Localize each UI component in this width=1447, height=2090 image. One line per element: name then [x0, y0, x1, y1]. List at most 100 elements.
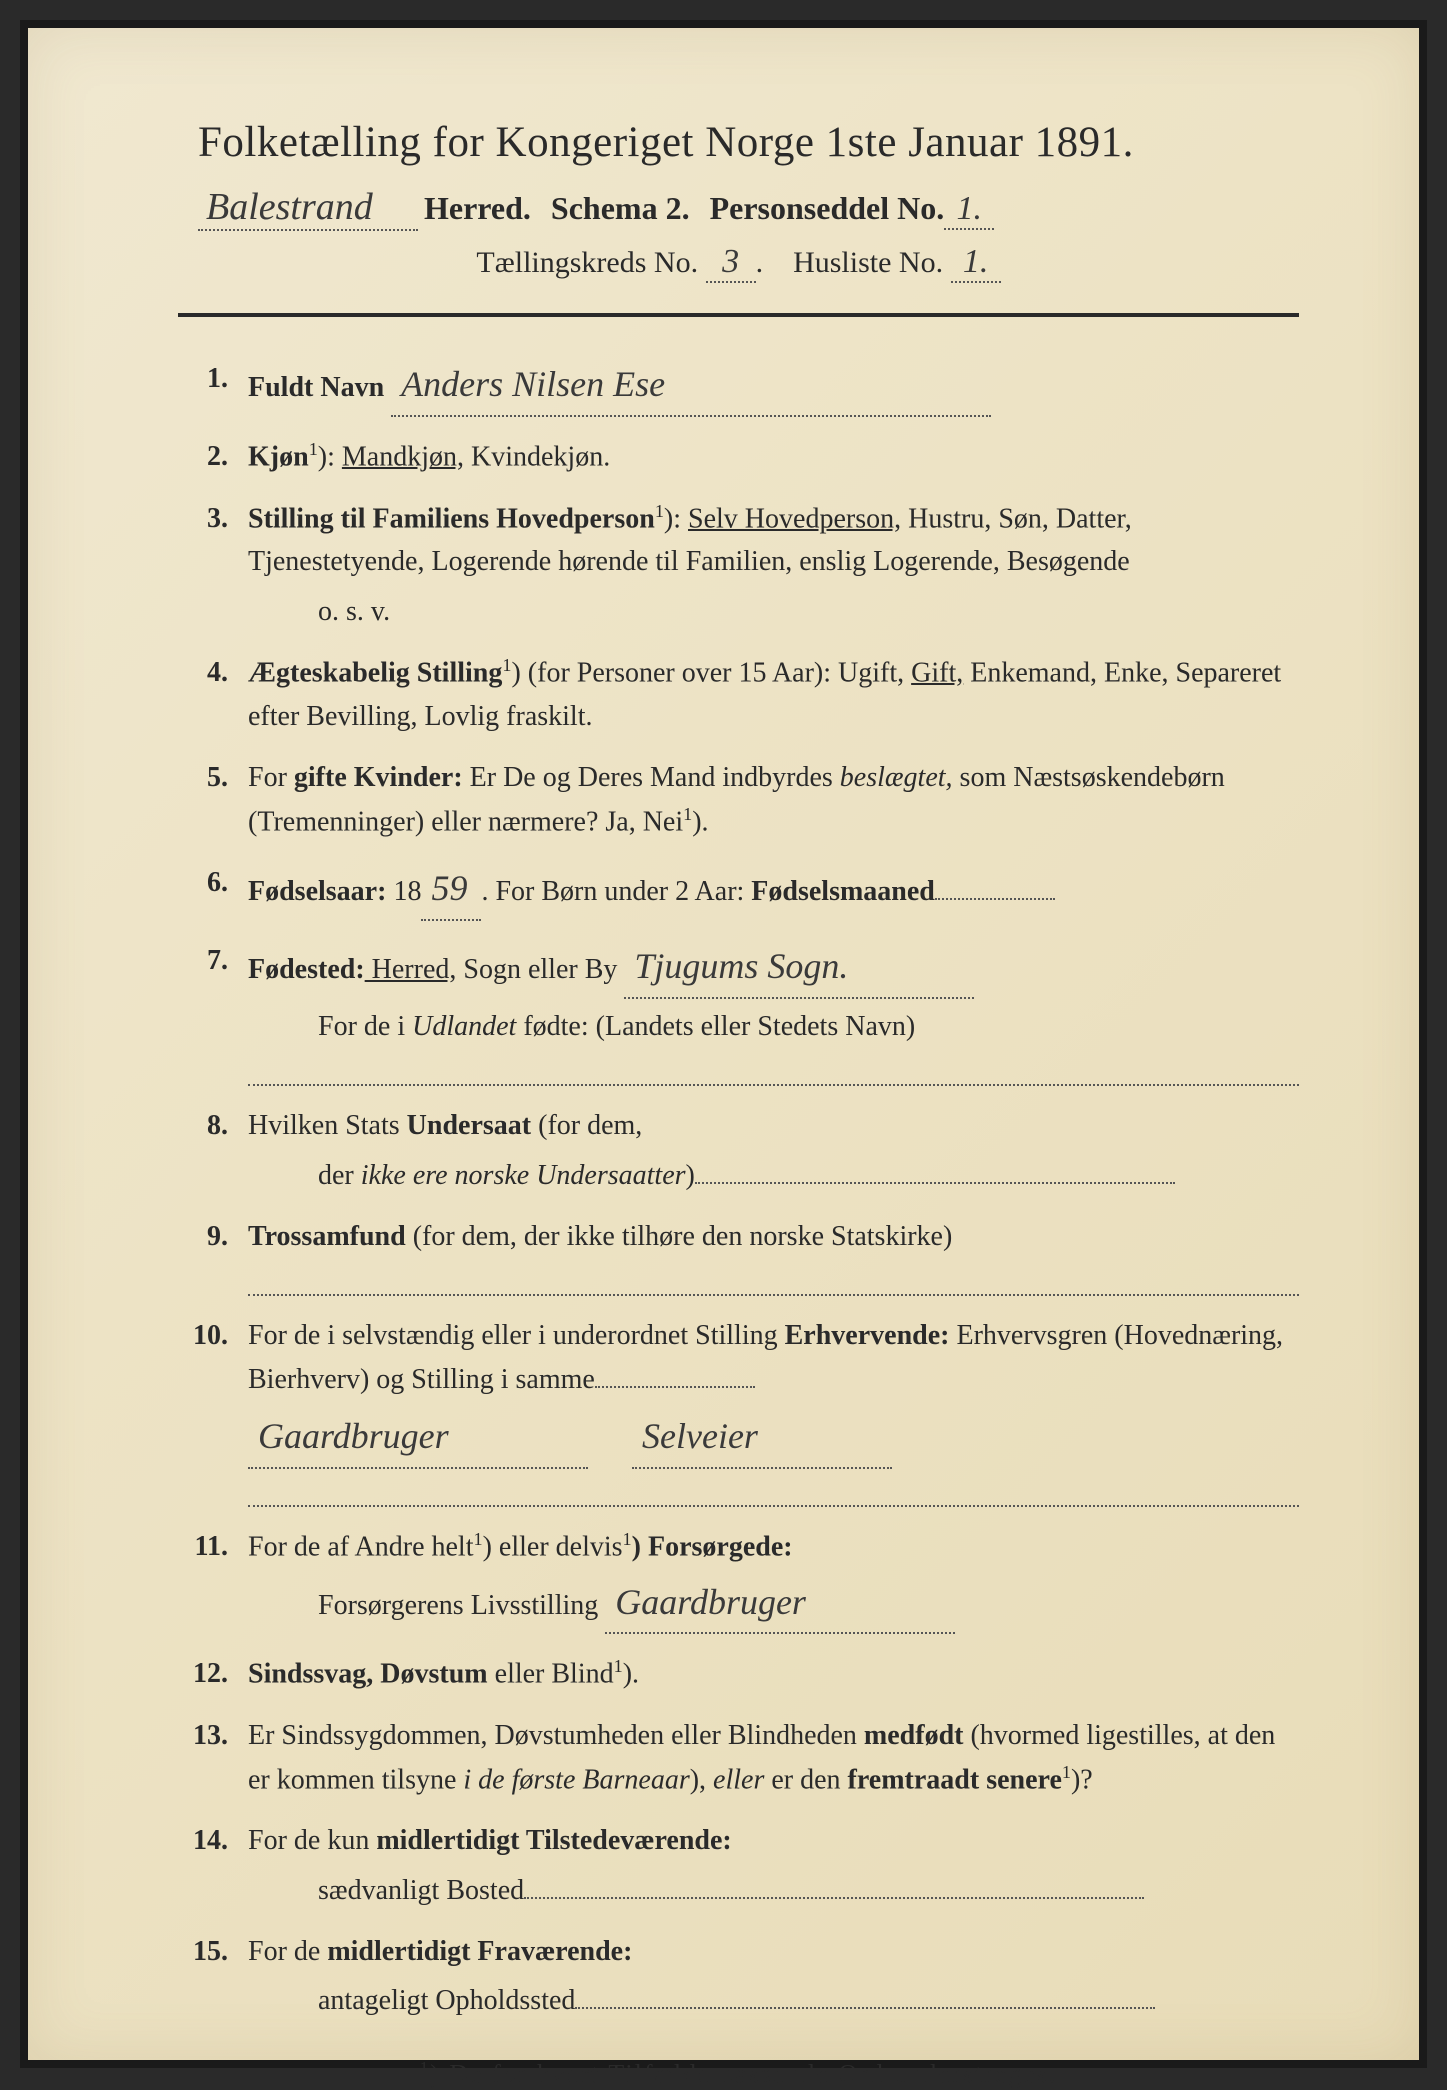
text: ):	[664, 503, 688, 534]
dotted-blank	[524, 1897, 1144, 1899]
item-number: 6.	[178, 861, 248, 921]
divider	[178, 313, 1299, 317]
sup: 1	[474, 1529, 483, 1549]
item-6: 6. Fødselsaar: 1859. For Børn under 2 Aa…	[178, 861, 1299, 921]
item-3: 3. Stilling til Familiens Hovedperson1):…	[178, 497, 1299, 634]
text: antageligt Opholdssted	[318, 1985, 575, 2016]
italic-text: beslægtet,	[840, 762, 953, 793]
label-undersaat: Undersaat	[407, 1110, 531, 1141]
item-number: 5.	[178, 756, 248, 843]
year-value: 59	[421, 861, 481, 921]
item-11: 11. For de af Andre helt1) eller delvis1…	[178, 1525, 1299, 1635]
label-gifte-kvinder: gifte Kvinder:	[294, 762, 463, 793]
text: ) eller delvis	[483, 1531, 623, 1562]
item-4: 4. Ægteskabelig Stilling1) (for Personer…	[178, 651, 1299, 738]
label-fravaerende: midlertidigt Fraværende:	[327, 1936, 632, 1967]
header-line-2: Balestrand Herred. Schema 2. Personsedde…	[178, 185, 1299, 231]
item-number: 4.	[178, 651, 248, 738]
item-number: 2.	[178, 435, 248, 479]
text: ).	[692, 806, 708, 837]
item-number: 11.	[178, 1525, 248, 1635]
dotted-blank	[248, 1479, 1299, 1507]
text: )	[686, 1160, 695, 1191]
item-number: 13.	[178, 1714, 248, 1801]
text: For	[248, 762, 294, 793]
italic-text: eller	[713, 1764, 764, 1795]
dotted-blank	[575, 2007, 1155, 2009]
sup: 1	[683, 804, 692, 824]
text: ):	[318, 441, 342, 472]
form-title: Folketælling for Kongeriget Norge 1ste J…	[178, 118, 1299, 167]
personseddel-label: Personseddel No.	[710, 190, 945, 227]
herred-underlined: Herred,	[365, 954, 457, 985]
personseddel-no: 1.	[944, 190, 994, 230]
italic-text: ikke ere norske Undersaatter	[361, 1160, 686, 1191]
text: Kvindekjøn.	[464, 441, 610, 472]
text: (for dem, der ikke tilhøre den norske St…	[406, 1221, 953, 1252]
item-12: 12. Sindssvag, Døvstum eller Blind1).	[178, 1652, 1299, 1696]
label-fodselsaar: Fødselsaar:	[248, 876, 386, 907]
label-erhvervende: Erhvervende:	[785, 1320, 950, 1351]
text: (for dem,	[531, 1110, 642, 1141]
erhverv-value-1: Gaardbruger	[248, 1409, 588, 1469]
text: For de i	[318, 1011, 412, 1042]
text: Sogn eller By	[456, 954, 617, 985]
text: For de	[248, 1936, 327, 1967]
text: ) (for Personer over 15 Aar): Ugift,	[511, 657, 911, 688]
label-trossamfund: Trossamfund	[248, 1221, 406, 1252]
mandkjon-underlined: Mandkjøn,	[342, 441, 464, 472]
italic-text: Udlandet	[412, 1011, 516, 1042]
label-aegteskab: Ægteskabelig Stilling	[248, 657, 502, 688]
osv: o. s. v.	[248, 590, 1299, 633]
label-kjon: Kjøn	[248, 441, 309, 472]
sup: 1	[655, 501, 664, 521]
text: ),	[690, 1764, 713, 1795]
text: eller Blind	[488, 1659, 614, 1690]
husliste-no: 1.	[951, 243, 1001, 283]
taellingskreds-no: 3	[706, 243, 756, 283]
footnote-text: ) De for hvert Tilfælde passende Ord und…	[430, 2060, 1057, 2089]
item-7: 7. Fødested: Herred, Sogn eller By Tjugu…	[178, 939, 1299, 1086]
item-number: 12.	[178, 1652, 248, 1696]
item-15: 15. For de midlertidigt Fraværende: anta…	[178, 1930, 1299, 2023]
italic-text: i de første Barneaar	[463, 1764, 689, 1795]
item-number: 14.	[178, 1819, 248, 1912]
text: For de kun	[248, 1825, 376, 1856]
text: Er De og Deres Mand indbyrdes	[463, 762, 840, 793]
label-fuldt-navn: Fuldt Navn	[248, 372, 384, 403]
item-number: 10.	[178, 1314, 248, 1507]
item-number: 15.	[178, 1930, 248, 2023]
item-2: 2. Kjøn1): Mandkjøn, Kvindekjøn.	[178, 435, 1299, 479]
item-10: 10. For de i selvstændig eller i underor…	[178, 1314, 1299, 1507]
label-tilstedev: midlertidigt Tilstedeværende:	[376, 1825, 731, 1856]
label-sindssvag: Sindssvag, Døvstum	[248, 1659, 488, 1690]
text: ).	[623, 1659, 639, 1690]
fodested-value: Tjugums Sogn.	[624, 939, 974, 999]
gift-underlined: Gift,	[911, 657, 963, 688]
text: der	[318, 1160, 361, 1191]
item-number: 7.	[178, 939, 248, 1086]
item-number: 9.	[178, 1215, 248, 1296]
text: Forsørgerens Livsstilling	[318, 1590, 598, 1621]
footnote-sup: 1	[420, 2058, 430, 2077]
text: sædvanligt Bosted	[318, 1875, 524, 1906]
sup: 1	[614, 1656, 623, 1676]
selv-hovedperson-underlined: Selv Hovedperson,	[688, 503, 901, 534]
item-14: 14. For de kun midlertidigt Tilstedevære…	[178, 1819, 1299, 1912]
item-13: 13. Er Sindssygdommen, Døvstumheden elle…	[178, 1714, 1299, 1801]
herred-value: Balestrand	[198, 185, 418, 231]
text: . For Børn under 2 Aar:	[481, 876, 751, 907]
footnote: 1) De for hvert Tilfælde passende Ord un…	[178, 2058, 1299, 2090]
text: er den	[764, 1764, 847, 1795]
sup: 1	[1062, 1762, 1071, 1782]
header-line-3: Tællingskreds No. 3. Husliste No. 1.	[178, 243, 1299, 283]
census-form-document: Folketælling for Kongeriget Norge 1ste J…	[20, 20, 1427, 2068]
item-number: 8.	[178, 1104, 248, 1197]
label-fodselsmaaned: Fødselsmaaned	[751, 876, 935, 907]
schema-label: Schema 2.	[551, 190, 690, 227]
taellingskreds-label: Tællingskreds No.	[476, 246, 698, 279]
label-fremtraadt: fremtraadt senere	[848, 1764, 1062, 1795]
dotted-blank	[695, 1182, 1175, 1184]
text: Er Sindssygdommen, Døvstumheden eller Bl…	[248, 1720, 864, 1751]
husliste-label: Husliste No.	[793, 246, 943, 279]
